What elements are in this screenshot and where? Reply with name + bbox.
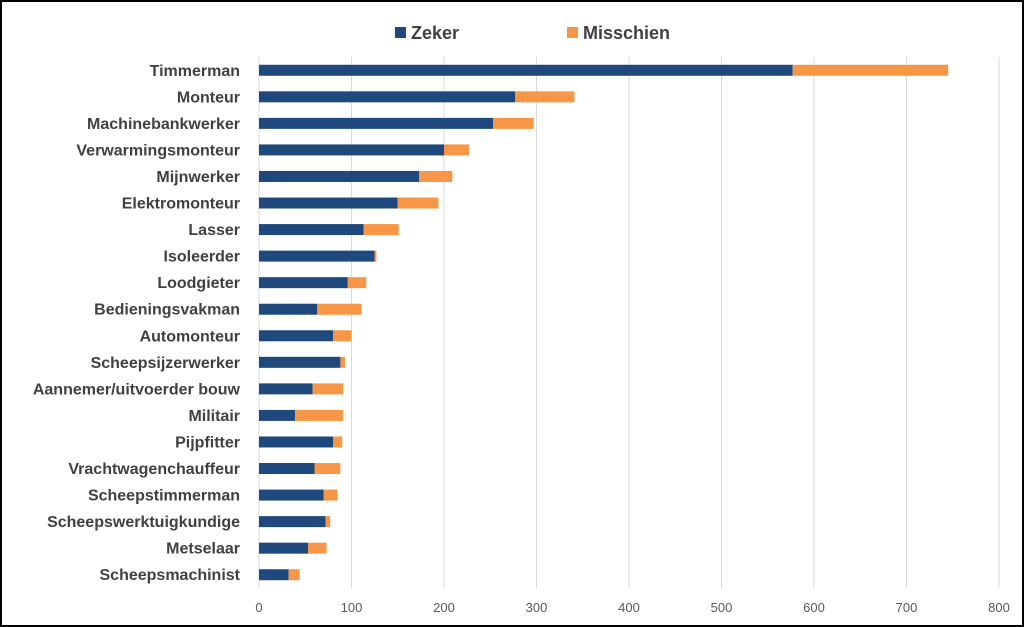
- bar-zeker-0: [259, 64, 793, 76]
- category-label: Automonteur: [140, 328, 240, 345]
- category-label: Lasser: [188, 222, 240, 239]
- bar-misschien-14: [333, 436, 343, 448]
- bar-misschien-7: [374, 250, 377, 262]
- x-tick-label: 400: [618, 600, 640, 615]
- bar-zeker-7: [259, 250, 375, 262]
- x-tick-label: 600: [803, 600, 825, 615]
- bar-zeker-8: [259, 277, 348, 289]
- bar-zeker-3: [259, 144, 444, 156]
- x-tick-label: 700: [896, 600, 918, 615]
- bar-zeker-19: [259, 569, 289, 581]
- bar-zeker-1: [259, 91, 516, 103]
- bar-misschien-16: [323, 489, 338, 501]
- bar-misschien-5: [397, 197, 439, 209]
- bar-zeker-2: [259, 117, 494, 129]
- category-label: Mijnwerker: [156, 169, 240, 186]
- bar-zeker-15: [259, 463, 315, 475]
- category-label: Pijpfitter: [175, 434, 240, 451]
- category-label: Timmerman: [150, 63, 240, 80]
- x-tick-label: 200: [433, 600, 455, 615]
- bar-zeker-12: [259, 383, 313, 395]
- bar-misschien-11: [340, 356, 346, 368]
- category-label: Machinebankwerker: [87, 116, 240, 133]
- bar-misschien-0: [792, 64, 949, 76]
- category-label: Isoleerder: [164, 249, 240, 266]
- legend-swatch-zeker: [395, 27, 406, 38]
- bar-misschien-12: [312, 383, 344, 395]
- bar-zeker-11: [259, 356, 341, 368]
- category-label: Aannemer/uitvoerder bouw: [33, 381, 241, 398]
- bar-zeker-13: [259, 409, 296, 421]
- bar-misschien-1: [515, 91, 575, 103]
- bar-misschien-8: [347, 277, 367, 289]
- category-label: Scheepsmachinist: [100, 567, 241, 584]
- bar-zeker-18: [259, 542, 309, 554]
- bar-zeker-16: [259, 489, 324, 501]
- category-label: Verwarmingsmonteur: [76, 142, 240, 159]
- bar-misschien-18: [308, 542, 327, 554]
- category-label: Metselaar: [166, 541, 240, 558]
- bar-misschien-6: [363, 224, 399, 236]
- x-tick-label: 100: [341, 600, 363, 615]
- category-label: Loodgieter: [157, 275, 240, 292]
- bar-zeker-4: [259, 170, 420, 182]
- bar-zeker-5: [259, 197, 398, 209]
- bar-misschien-15: [314, 463, 341, 475]
- bar-misschien-10: [333, 330, 352, 342]
- bar-misschien-13: [295, 409, 344, 421]
- legend-swatch-misschien: [567, 27, 578, 38]
- bar-zeker-6: [259, 224, 364, 236]
- category-label: Scheepswerktuigkundige: [47, 514, 240, 531]
- bar-misschien-19: [288, 569, 300, 581]
- bar-zeker-17: [259, 516, 326, 528]
- bar-zeker-9: [259, 303, 318, 315]
- category-label: Vrachtwagenchauffeur: [68, 461, 240, 478]
- category-label: Militair: [188, 408, 240, 425]
- x-tick-label: 300: [526, 600, 548, 615]
- category-label: Scheepsijzerwerker: [91, 355, 240, 372]
- legend-label-zeker: Zeker: [411, 23, 459, 43]
- category-label: Bedieningsvakman: [94, 302, 240, 319]
- bar-misschien-17: [325, 516, 331, 528]
- x-tick-label: 0: [255, 600, 262, 615]
- category-label: Scheepstimmerman: [88, 488, 240, 505]
- category-label: Elektromonteur: [122, 196, 240, 213]
- bar-zeker-10: [259, 330, 333, 342]
- legend-label-misschien: Misschien: [583, 23, 670, 43]
- x-tick-label: 800: [988, 600, 1010, 615]
- category-label: Monteur: [177, 89, 240, 106]
- bar-zeker-14: [259, 436, 333, 448]
- x-tick-label: 500: [711, 600, 733, 615]
- bar-misschien-3: [444, 144, 469, 156]
- bar-misschien-4: [419, 170, 453, 182]
- bar-misschien-2: [493, 117, 534, 129]
- bar-misschien-9: [317, 303, 362, 315]
